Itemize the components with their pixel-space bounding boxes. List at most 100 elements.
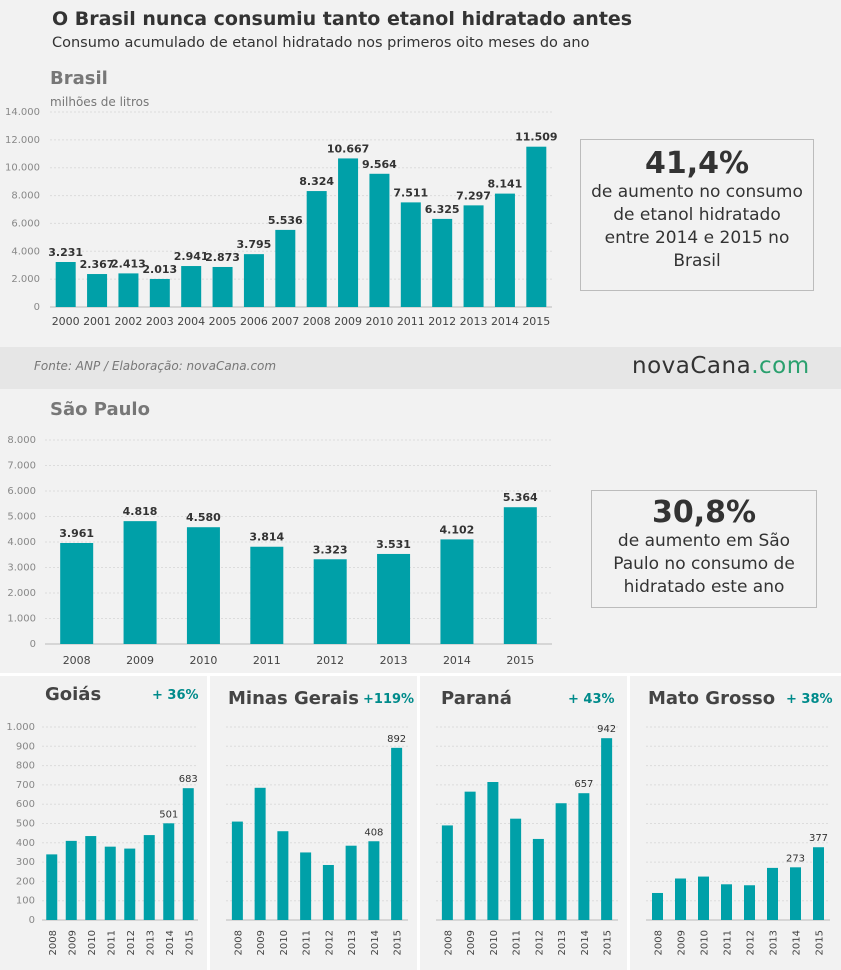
x-tick-label: 2012 — [126, 930, 137, 955]
x-tick-label: 2010 — [700, 930, 711, 955]
data-label: 892 — [387, 734, 406, 745]
minas-gerais-chart: 2008 2009 2010 2011 2012 2013 408 2014 892 2015 — [226, 726, 408, 955]
data-label: 3.795 — [237, 238, 272, 251]
data-label: 3.961 — [59, 527, 94, 540]
data-label: 4.580 — [186, 511, 221, 524]
bar — [182, 788, 194, 920]
y-tick-label: 700 — [16, 780, 35, 791]
brasil-callout: 41,4% de aumento no consumo de etanol hi… — [580, 139, 814, 291]
x-tick-label: 2014 — [370, 930, 381, 955]
bar — [85, 836, 97, 920]
bar — [275, 229, 296, 307]
y-tick-label: 3.000 — [7, 563, 36, 574]
data-label: 683 — [179, 774, 198, 785]
y-tick-label: 2.000 — [11, 274, 40, 285]
data-label: 408 — [364, 827, 383, 838]
x-tick-label: 2006 — [240, 315, 268, 328]
bar — [463, 205, 484, 307]
bar — [123, 521, 157, 644]
bar — [143, 835, 155, 920]
data-label: 2.413 — [111, 257, 146, 270]
x-tick-label: 2013 — [769, 930, 780, 955]
bar — [400, 202, 421, 307]
data-label: 377 — [809, 833, 828, 844]
bar — [767, 867, 778, 920]
x-tick-label: 2009 — [677, 930, 688, 955]
sao-paulo-region-label: São Paulo — [50, 399, 150, 420]
x-tick-label: 2000 — [52, 315, 80, 328]
x-tick-label: 2011 — [397, 315, 425, 328]
bar — [494, 193, 515, 307]
novacana-logo: novaCana.com — [632, 353, 810, 379]
bar — [532, 838, 544, 920]
bar — [55, 261, 76, 307]
bar — [487, 782, 499, 920]
x-tick-label: 2009 — [126, 654, 154, 667]
mato-grosso-growth: + 38% — [786, 692, 833, 707]
x-tick-label: 2015 — [815, 930, 826, 955]
x-tick-label: 2011 — [302, 930, 313, 955]
y-tick-label: 6.000 — [11, 218, 40, 229]
x-tick-label: 2010 — [189, 654, 217, 667]
data-label: 8.141 — [488, 178, 523, 191]
bar — [300, 852, 312, 920]
x-tick-label: 2011 — [512, 930, 523, 955]
bar — [149, 278, 170, 307]
data-label: 501 — [159, 809, 178, 820]
x-tick-label: 2010 — [279, 930, 290, 955]
y-tick-label: 200 — [16, 876, 35, 887]
data-label: 8.324 — [299, 175, 334, 188]
data-label: 5.536 — [268, 214, 303, 227]
bar — [60, 542, 94, 644]
data-label: 3.531 — [376, 538, 411, 551]
y-tick-label: 1.000 — [7, 614, 36, 625]
data-label: 3.231 — [48, 246, 83, 259]
x-tick-label: 2009 — [256, 930, 267, 955]
y-tick-label: 900 — [16, 741, 35, 752]
data-label: 273 — [786, 853, 805, 864]
parana-growth: + 43% — [568, 692, 615, 707]
bar — [790, 867, 801, 920]
bar — [87, 274, 108, 307]
x-tick-label: 2008 — [233, 930, 244, 955]
bar — [721, 884, 732, 920]
y-tick-label: 5.000 — [7, 512, 36, 523]
bar — [124, 848, 136, 920]
data-label: 4.102 — [440, 523, 475, 536]
x-tick-label: 2009 — [334, 315, 362, 328]
x-tick-label: 2014 — [491, 315, 519, 328]
sao-paulo-callout: 30,8% de aumento em São Paulo no consumo… — [591, 490, 817, 608]
y-tick-label: 400 — [16, 838, 35, 849]
bar — [243, 254, 264, 307]
bar — [104, 846, 116, 920]
bar — [181, 266, 202, 307]
bar — [368, 841, 380, 920]
y-tick-label: 7.000 — [7, 461, 36, 472]
x-tick-label: 2010 — [87, 930, 98, 955]
y-tick-label: 1.000 — [6, 722, 35, 733]
goias-title: Goiás — [45, 684, 102, 705]
y-tick-label: 100 — [16, 896, 35, 907]
bar — [345, 845, 357, 920]
x-tick-label: 2013 — [557, 930, 568, 955]
bar — [555, 803, 567, 920]
data-label: 3.323 — [313, 543, 348, 556]
bar — [813, 847, 824, 920]
bar — [441, 825, 453, 920]
y-tick-label: 10.000 — [5, 163, 40, 174]
y-tick-label: 8.000 — [7, 435, 36, 446]
bar — [601, 738, 613, 920]
x-tick-label: 2009 — [466, 930, 477, 955]
data-label: 2.941 — [174, 250, 209, 263]
bar — [652, 892, 663, 920]
data-label: 942 — [597, 724, 616, 735]
y-tick-label: 500 — [16, 819, 35, 830]
x-tick-label: 2007 — [271, 315, 299, 328]
bar — [186, 527, 220, 644]
bar — [250, 546, 284, 644]
parana-chart: 2008 2009 2010 2011 2012 2013 657 2014 942 2015 — [436, 724, 618, 955]
data-label: 3.814 — [249, 531, 284, 544]
bar — [338, 158, 359, 307]
sao-paulo-chart: 0 1.000 2.000 3.000 4.000 5.000 6.000 7.000 8.00… — [7, 435, 552, 667]
x-tick-label: 2008 — [48, 930, 59, 955]
